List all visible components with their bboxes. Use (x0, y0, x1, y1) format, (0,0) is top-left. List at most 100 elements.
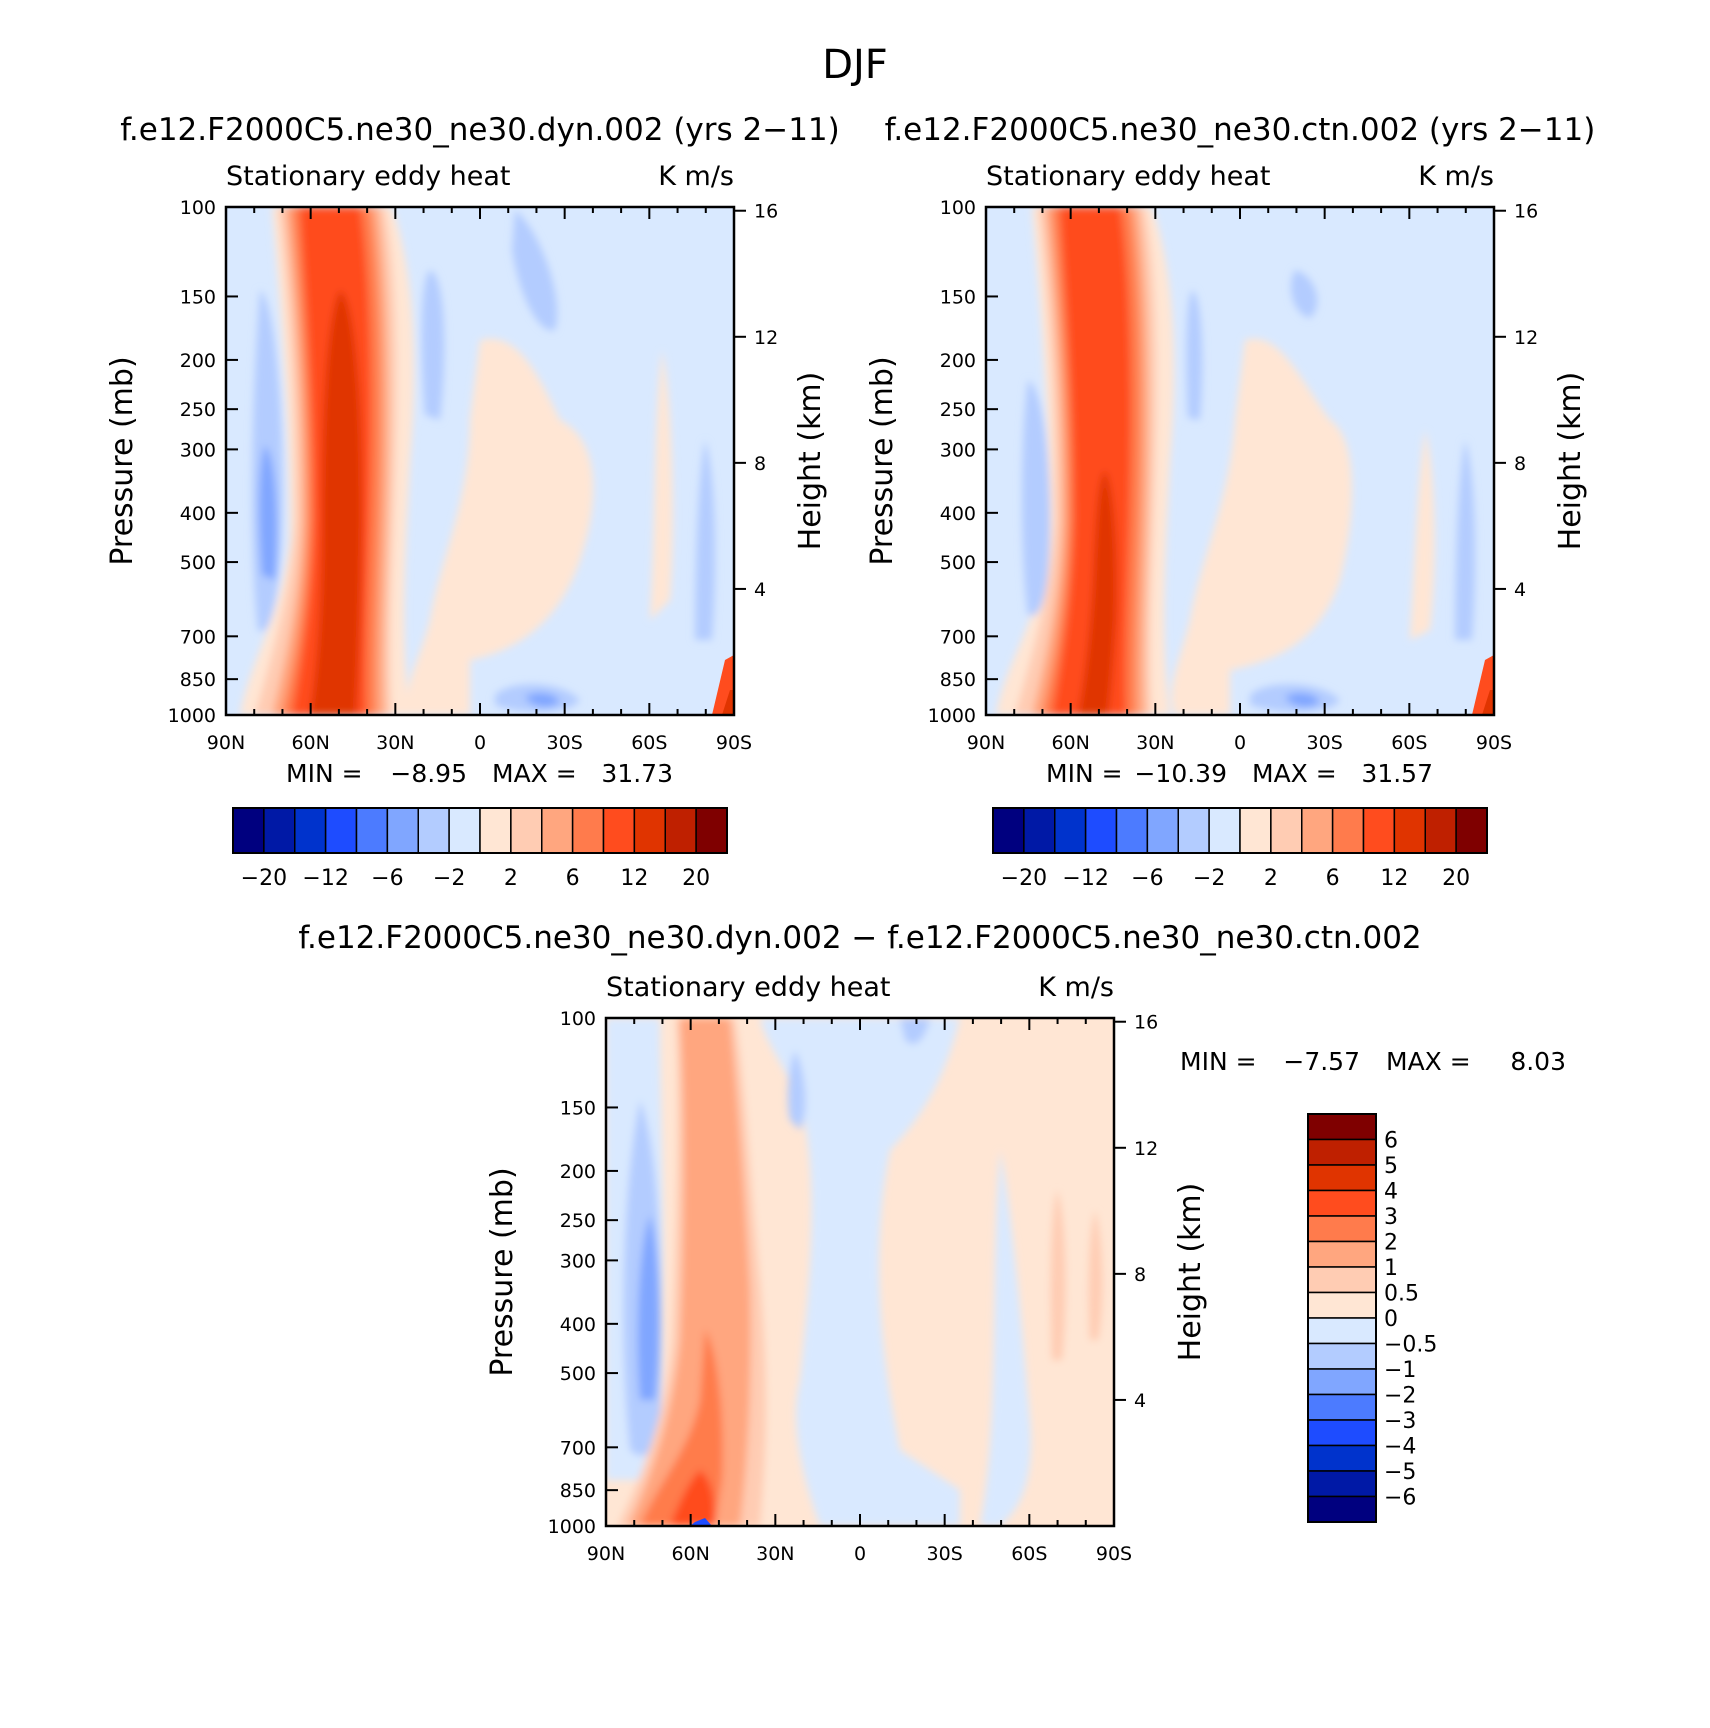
colorbar-swatch (1307, 1368, 1377, 1396)
y-tick-label: 700 (180, 626, 216, 648)
colorbar-swatch (232, 807, 265, 854)
colorbar-swatch (992, 807, 1025, 854)
colorbar-label: −12 (302, 866, 348, 891)
y-tick-label: 1000 (928, 705, 976, 727)
panel-ctn-min-text: MIN = (1046, 759, 1123, 788)
panel-ctn-tick-layer: 90N 60N 30N 0 30S 60S 90S 100 150 200 250 300 400 500… (928, 197, 1539, 754)
colorbar-label: 20 (682, 866, 710, 891)
colorbar-swatch (1177, 807, 1210, 854)
colorbar-label: −2 (1193, 866, 1225, 891)
y-tick-label: 100 (180, 197, 216, 219)
contour-fill-negative-sh (1455, 440, 1476, 640)
y-tick-label: 200 (180, 350, 216, 372)
contour-fill-negative-surface-core (525, 692, 560, 707)
y-tick-label: 200 (940, 350, 976, 372)
y-tick-label: 250 (940, 399, 976, 421)
colorbar-label: −2 (433, 866, 465, 891)
y-tick-label: 200 (560, 1161, 596, 1183)
y2-tick-label: 16 (1514, 201, 1538, 223)
panel-diff: f.e12.F2000C5.ne30_ne30.dyn.002 − f.e12.… (298, 920, 1566, 1565)
colorbar-label: 20 (1442, 866, 1470, 891)
panel-ctn-right-label: K m/s (1418, 161, 1494, 192)
colorbar-label: 12 (620, 866, 648, 891)
colorbar-label: −1 (1384, 1358, 1416, 1383)
y-tick-label: 400 (180, 503, 216, 525)
x-tick-label: 60S (1011, 1543, 1047, 1565)
colorbar-swatch (1307, 1113, 1377, 1141)
y-tick-label: 700 (560, 1437, 596, 1459)
colorbar-label: 2 (1384, 1231, 1398, 1256)
colorbar-frame (1307, 1113, 1377, 1523)
colorbar-label: 3 (1384, 1205, 1398, 1230)
y-tick-label: 700 (940, 626, 976, 648)
contour-fill-positive-sh2 (1088, 1210, 1103, 1340)
x-tick-label: 60S (631, 732, 667, 754)
contour-fill-negative-upper (1186, 290, 1203, 420)
colorbar-swatch (263, 807, 296, 854)
colorbar-label: 6 (566, 866, 580, 891)
y-tick-label: 850 (560, 1480, 596, 1502)
colorbar-label: 5 (1384, 1154, 1398, 1179)
colorbar-label: 6 (1326, 866, 1340, 891)
colorbar-swatch (1307, 1444, 1377, 1472)
y-tick-label: 300 (180, 439, 216, 461)
colorbar-swatch (571, 807, 605, 854)
x-tick-label: 30N (1136, 732, 1174, 754)
y-tick-label: 250 (560, 1210, 596, 1232)
colorbar-swatch (664, 807, 697, 854)
panel-ctn: f.e12.F2000C5.ne30_ne30.ctn.002 (yrs 2−1… (865, 112, 1595, 891)
contour-fill-negative-upper-sh (900, 1018, 930, 1044)
colorbar-swatch (448, 807, 481, 854)
colorbar-swatch (1393, 807, 1426, 854)
panel-dyn-y2label: Height (km) (793, 372, 828, 551)
contour-fill-positive-tropics (407, 338, 594, 715)
contour-fill-negative-nh-core (259, 445, 277, 580)
x-tick-label: 30S (1307, 732, 1343, 754)
contour-fill-positive-sh (1410, 430, 1435, 640)
colorbar-swatch (1307, 1495, 1377, 1523)
y2-tick-label: 12 (1514, 327, 1538, 349)
colorbar-swatch (695, 807, 728, 854)
colorbar-swatch (1307, 1266, 1377, 1294)
y-tick-label: 150 (940, 286, 976, 308)
colorbar-label: 4 (1384, 1180, 1398, 1205)
y-tick-label: 400 (940, 503, 976, 525)
panel-ctn-colorbar: −20 −12 −6 −2 2 6 12 20 (992, 807, 1488, 891)
x-tick-label: 90N (587, 1543, 625, 1565)
colorbar-swatch (1307, 1419, 1377, 1447)
y-tick-label: 400 (560, 1314, 596, 1336)
x-tick-label: 90S (1476, 732, 1512, 754)
y-tick-label: 300 (940, 439, 976, 461)
x-tick-label: 60N (291, 732, 329, 754)
panel-dyn-max-text: MAX = (492, 759, 577, 788)
colorbar-swatch (1307, 1291, 1377, 1319)
colorbar-swatch (1307, 1240, 1377, 1268)
y2-tick-label: 16 (754, 201, 778, 223)
contour-fill-negative-sh (980, 1150, 1031, 1526)
panel-dyn-right-label: K m/s (658, 161, 734, 192)
colorbar-label: −3 (1384, 1409, 1416, 1434)
colorbar-swatch (324, 807, 358, 854)
contour-fill-negative-surface-core (1285, 692, 1320, 707)
contour-fill-negative-tropics (760, 1018, 960, 1526)
x-tick-label: 60S (1391, 732, 1427, 754)
x-tick-label: 90S (716, 732, 752, 754)
panel-diff-tick-layer: 90N 60N 30N 0 30S 60S 90S 100 150 200 250 300 400 500… (548, 1008, 1159, 1565)
y2-tick-label: 16 (1134, 1012, 1158, 1034)
y-tick-label: 500 (180, 552, 216, 574)
colorbar-swatch (1307, 1189, 1377, 1217)
x-tick-label: 0 (1234, 732, 1246, 754)
colorbar-swatch (1331, 807, 1365, 854)
panel-dyn-max-value: 31.73 (601, 759, 673, 788)
y-tick-label: 150 (180, 286, 216, 308)
colorbar-swatch (1023, 807, 1056, 854)
colorbar-label: 0.5 (1384, 1282, 1419, 1307)
colorbar-frame (992, 807, 1488, 854)
y2-tick-label: 4 (754, 579, 766, 601)
x-tick-label: 90N (967, 732, 1005, 754)
panel-ctn-y2label: Height (km) (1553, 372, 1588, 551)
colorbar-swatch (510, 807, 543, 854)
panel-diff-title: f.e12.F2000C5.ne30_ne30.dyn.002 − f.e12.… (298, 920, 1421, 956)
y-tick-label: 300 (560, 1250, 596, 1272)
contour-fill-positive-sh (650, 350, 673, 620)
